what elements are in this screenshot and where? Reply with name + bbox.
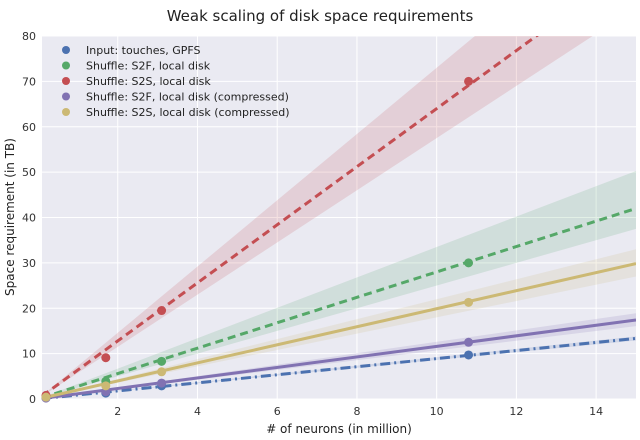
y-tick-label: 40 [22, 212, 36, 225]
legend-label: Shuffle: S2F, local disk [86, 60, 211, 73]
y-tick-label: 70 [22, 75, 36, 88]
y-axis-label: Space requirement (in TB) [3, 138, 17, 296]
legend-label: Shuffle: S2F, local disk (compressed) [86, 91, 289, 104]
x-tick-label: 2 [114, 405, 121, 418]
x-axis-label: # of neurons (in million) [266, 422, 412, 436]
fit-line-series-2 [42, 36, 539, 398]
y-tick-label: 30 [22, 257, 36, 270]
x-tick-label: 6 [274, 405, 281, 418]
fit-line-series-3 [42, 318, 636, 399]
legend-marker [62, 46, 70, 54]
point-series-1 [157, 356, 167, 366]
point-series-4 [41, 392, 51, 402]
x-tick-label: 4 [194, 405, 201, 418]
x-tick-label: 12 [509, 405, 523, 418]
legend: Input: touches, GPFS Shuffle: S2F, local … [62, 44, 290, 119]
chart-title: Weak scaling of disk space requirements [167, 7, 474, 25]
y-tick-label: 80 [22, 30, 36, 43]
y-tick-label: 50 [22, 166, 36, 179]
x-tick-label: 10 [430, 405, 444, 418]
band-series-3 [42, 313, 636, 399]
legend-marker [62, 92, 70, 101]
grid [42, 35, 636, 400]
x-axis-ticks: 2 4 6 8 10 12 14 [114, 405, 603, 418]
legend-label: Shuffle: S2S, local disk [86, 75, 211, 88]
y-tick-label: 10 [22, 348, 36, 361]
y-tick-label: 20 [22, 302, 36, 315]
data-points [41, 76, 474, 403]
point-series-3 [157, 378, 167, 388]
band-series-2 [42, 36, 593, 397]
point-series-1 [464, 258, 474, 268]
point-series-4 [464, 297, 474, 307]
fit-line-series-4 [42, 262, 636, 399]
band-series-1 [42, 170, 636, 398]
point-series-0 [464, 350, 474, 360]
y-tick-label: 60 [22, 121, 36, 134]
point-series-4 [101, 381, 111, 391]
point-series-2 [464, 76, 474, 86]
legend-marker [62, 77, 70, 85]
legend-marker [62, 61, 70, 70]
band-series-4 [42, 249, 636, 399]
point-series-2 [101, 353, 111, 363]
legend-label: Input: touches, GPFS [86, 44, 201, 57]
legend-marker [62, 108, 70, 116]
legend-label: Shuffle: S2S, local disk (compressed) [86, 106, 290, 119]
x-tick-label: 14 [589, 405, 603, 418]
y-tick-label: 0 [29, 393, 36, 406]
x-tick-label: 8 [353, 405, 360, 418]
confidence-bands [42, 36, 636, 399]
point-series-4 [157, 367, 167, 377]
point-series-3 [464, 337, 474, 347]
y-axis-ticks: 0 10 20 30 40 50 60 70 80 [22, 30, 36, 406]
fit-lines [42, 36, 636, 399]
point-series-2 [157, 306, 167, 316]
